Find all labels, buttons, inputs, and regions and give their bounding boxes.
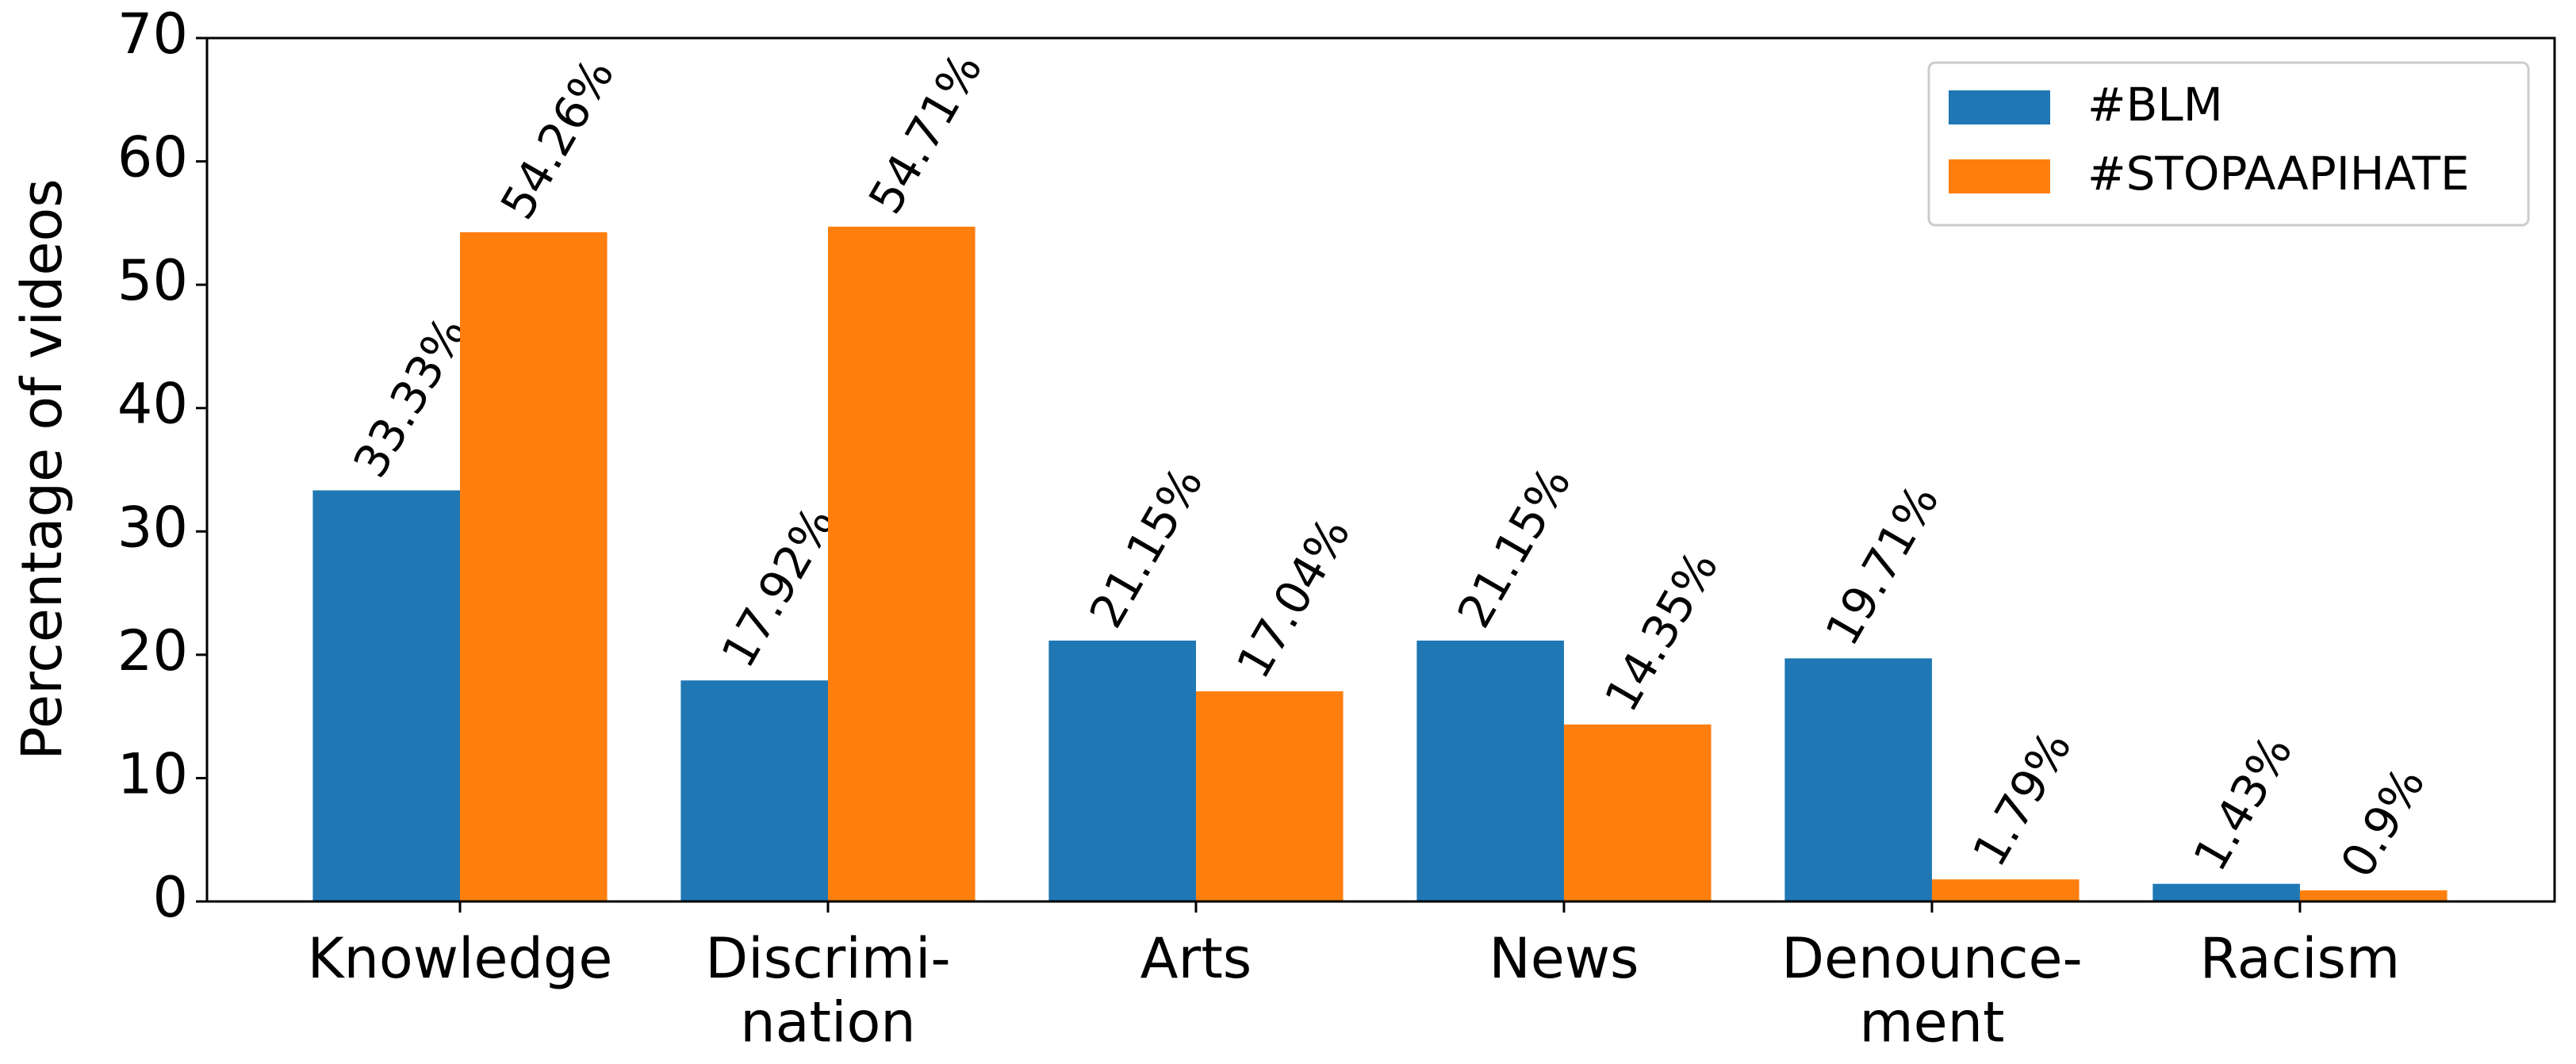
legend-label: #STOPAAPIHATE	[2087, 147, 2470, 201]
value-label: 33.33%	[343, 308, 477, 487]
legend-box	[1927, 61, 2530, 227]
value-label: 1.79%	[1962, 722, 2082, 876]
value-label: 14.35%	[1594, 542, 1728, 721]
bar	[459, 232, 608, 902]
y-tick-label: 0	[152, 865, 188, 930]
value-label: 21.15%	[1079, 457, 1213, 637]
y-axis-label: Percentage of videos	[10, 178, 75, 760]
x-tick-label: News	[1489, 926, 1639, 991]
legend-label: #BLM	[2087, 78, 2223, 132]
x-tick-label: Racism	[2200, 926, 2401, 991]
bar	[1416, 640, 1564, 901]
value-label: 21.15%	[1447, 457, 1581, 637]
bar	[827, 226, 976, 901]
x-tick-label: Discrimi-nation	[705, 926, 950, 1055]
bar	[312, 490, 460, 901]
value-label: 0.9%	[2330, 758, 2436, 886]
value-label: 54.71%	[858, 44, 992, 223]
legend-swatch	[1949, 159, 2050, 193]
y-tick-label: 50	[117, 248, 188, 313]
bar	[1195, 691, 1344, 901]
legend-swatch	[1949, 90, 2050, 124]
y-tick-label: 40	[117, 372, 188, 437]
bar	[680, 680, 828, 901]
y-tick-label: 30	[117, 495, 188, 560]
x-tick-label: Denounce-ment	[1781, 926, 2083, 1055]
bar	[1048, 640, 1196, 901]
y-tick-label: 20	[117, 618, 188, 683]
value-label: 19.71%	[1815, 476, 1949, 655]
bar	[1563, 724, 1712, 901]
y-tick-label: 60	[117, 125, 188, 190]
bar	[1784, 658, 1932, 901]
y-tick-label: 70	[117, 2, 188, 67]
x-tick-label: Arts	[1140, 926, 1252, 991]
value-label: 17.04%	[1226, 508, 1360, 687]
value-label: 17.92%	[711, 498, 845, 677]
y-tick-label: 10	[117, 741, 188, 806]
bar	[2299, 890, 2448, 901]
bar	[1931, 879, 2080, 901]
value-label: 1.43%	[2183, 726, 2302, 880]
plot-frame	[205, 36, 2556, 903]
value-label: 54.26%	[490, 49, 624, 228]
bar	[2152, 883, 2300, 901]
x-tick-label: Knowledge	[308, 926, 613, 991]
